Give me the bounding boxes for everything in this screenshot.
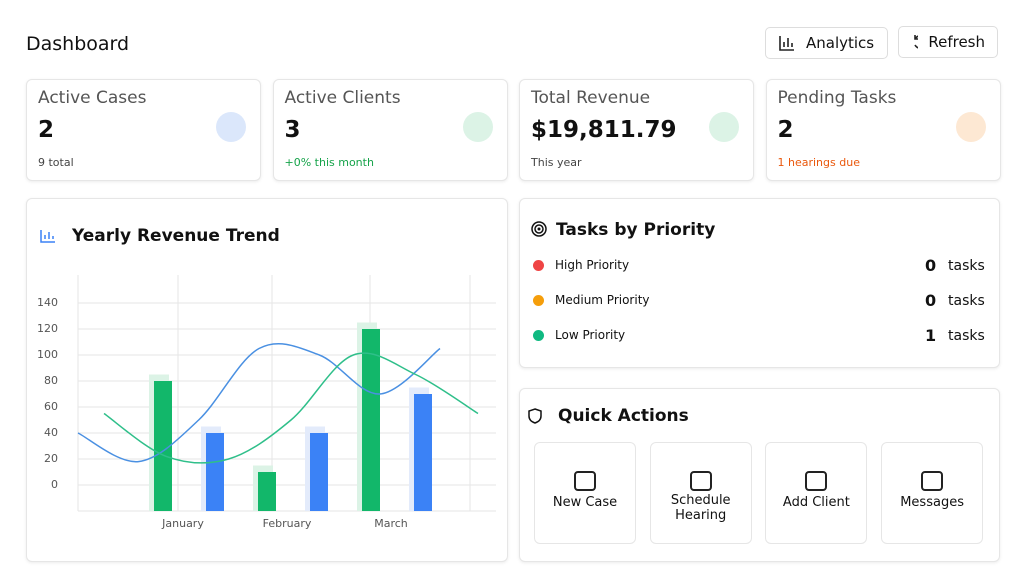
action-icon — [689, 471, 712, 491]
stat-value: 3 — [284, 117, 301, 143]
refresh-button[interactable]: Refresh — [898, 26, 998, 58]
stat-icon — [955, 112, 986, 142]
y-tick-label: 0 — [51, 478, 58, 491]
stat-value: 2 — [777, 117, 794, 143]
priority-unit: tasks — [948, 258, 985, 274]
stat-label: Active Clients — [284, 88, 401, 108]
button-label: Refresh — [928, 33, 985, 51]
priority-unit: tasks — [948, 328, 985, 344]
stat-icon — [462, 112, 493, 142]
action-label: New Case — [552, 495, 618, 510]
y-tick-label: 100 — [37, 348, 58, 361]
priority-title: Tasks by Priority — [556, 220, 716, 240]
y-tick-label: 120 — [37, 322, 58, 335]
y-tick-label: 140 — [37, 296, 58, 309]
x-tick-label: January — [161, 517, 204, 530]
action-icon — [921, 471, 944, 491]
chart-icon — [40, 230, 55, 243]
priority-label: Medium Priority — [555, 293, 650, 307]
stat-label: Pending Tasks — [777, 88, 897, 108]
x-tick-label: March — [374, 517, 408, 530]
action-button[interactable]: Messages — [881, 442, 984, 544]
stat-label: Total Revenue — [531, 88, 651, 108]
x-tick-label: February — [263, 517, 312, 530]
action-icon — [574, 471, 596, 491]
chart-title: Yearly Revenue Trend — [72, 226, 280, 246]
bar — [154, 381, 172, 511]
action-button[interactable]: New Case — [534, 442, 636, 544]
stat-icon — [216, 112, 246, 142]
bar — [310, 433, 328, 511]
priority-dot — [533, 260, 544, 271]
stat-note: This year — [531, 156, 582, 169]
bar — [206, 433, 224, 511]
priority-label: High Priority — [555, 258, 630, 272]
priority-count: 1 — [925, 326, 937, 345]
button-label: Analytics — [806, 34, 875, 52]
action-label: Messages — [900, 495, 964, 510]
stat-value: $19,811.79 — [531, 117, 677, 143]
bar — [362, 329, 380, 511]
trend-line — [103, 352, 479, 464]
trend-line — [77, 342, 441, 463]
analytics-button[interactable]: Analytics — [765, 27, 888, 59]
stat-note: 9 total — [38, 156, 74, 169]
priority-dot — [533, 295, 544, 306]
bar — [414, 394, 432, 511]
y-tick-label: 80 — [44, 374, 58, 387]
page-title: Dashboard — [26, 33, 130, 55]
y-tick-label: 20 — [44, 452, 58, 465]
stat-note: 1 hearings due — [777, 156, 860, 169]
priority-count: 0 — [925, 256, 937, 275]
stat-label: Active Cases — [38, 88, 147, 108]
actions-card — [519, 388, 1000, 562]
action-label: Add Client — [782, 495, 850, 510]
action-button[interactable]: Add Client — [765, 442, 868, 544]
icon — [914, 35, 919, 49]
priority-count: 0 — [925, 291, 937, 310]
icon — [779, 36, 794, 51]
target-icon — [531, 221, 547, 237]
priority-label: Low Priority — [555, 328, 626, 342]
shield-icon — [528, 408, 542, 424]
priority-card — [519, 198, 1000, 368]
action-label: Schedule Hearing — [670, 493, 731, 523]
action-button[interactable]: Schedule Hearing — [649, 442, 752, 544]
stat-icon — [709, 112, 739, 142]
actions-title: Quick Actions — [558, 406, 689, 426]
y-tick-label: 40 — [44, 426, 58, 439]
action-icon — [805, 471, 828, 491]
stat-value: 2 — [38, 117, 55, 143]
stat-note: +0% this month — [284, 156, 374, 169]
priority-unit: tasks — [948, 293, 985, 309]
y-tick-label: 60 — [44, 400, 58, 413]
bar — [258, 472, 276, 511]
priority-dot — [533, 330, 544, 341]
